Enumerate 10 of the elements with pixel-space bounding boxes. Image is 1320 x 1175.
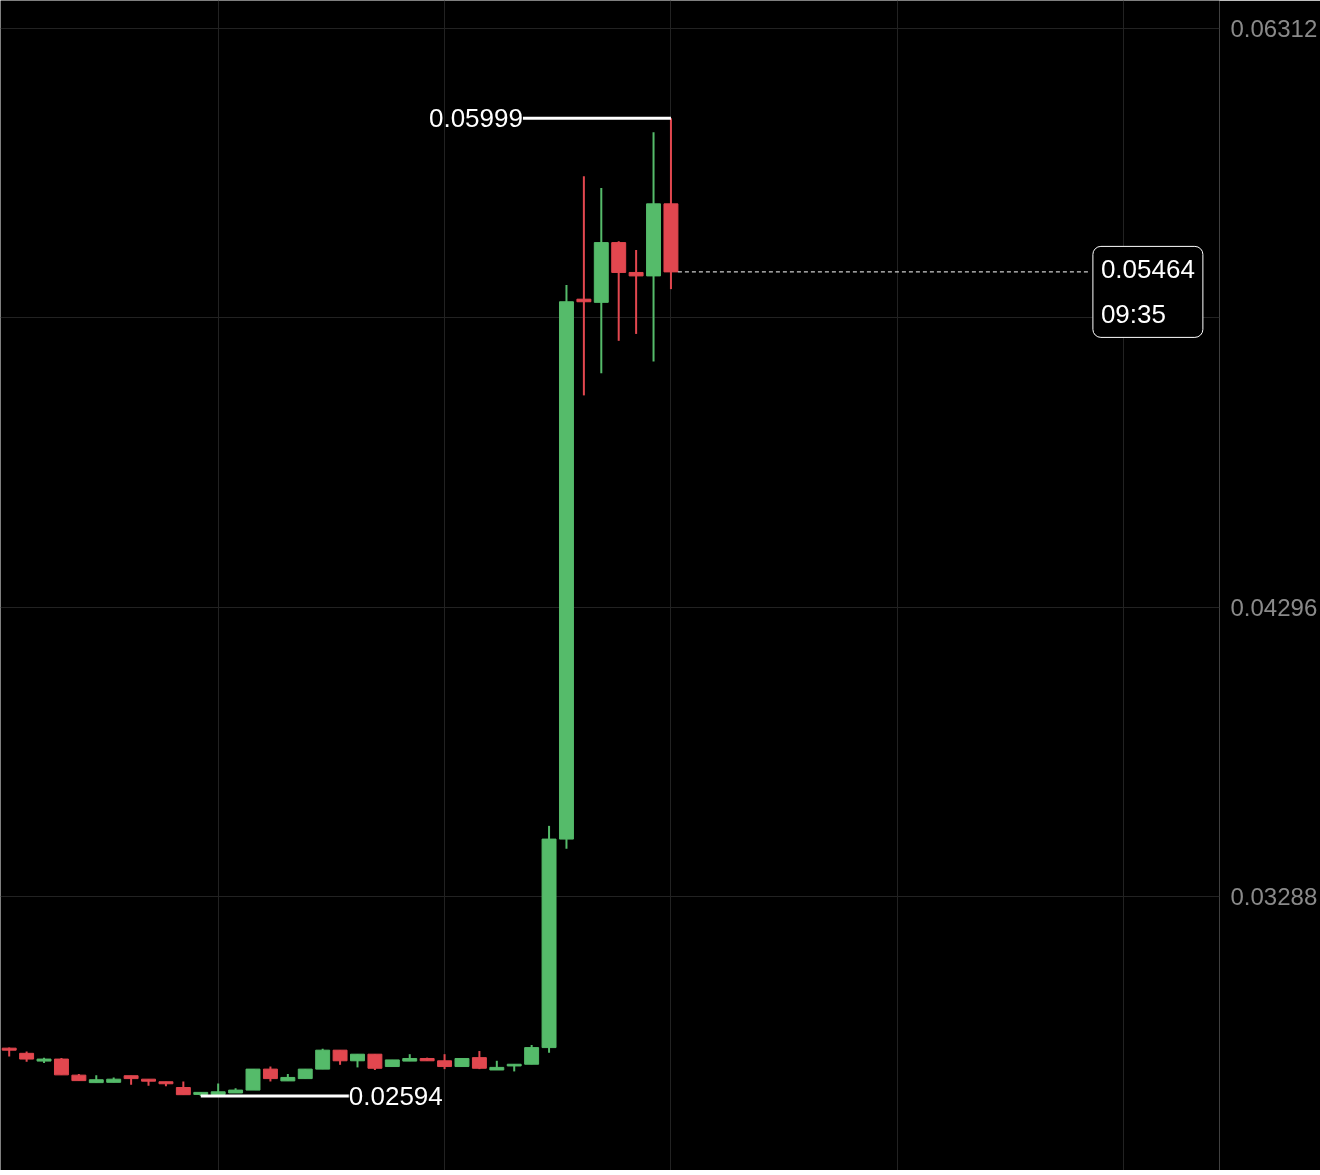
y-tick-label: 0.06312	[1230, 14, 1318, 42]
annotation: 0.05999	[428, 103, 523, 134]
candlestick	[524, 1044, 540, 1066]
y-tick-label: 0.04296	[1230, 593, 1318, 621]
candlestick	[315, 1047, 331, 1071]
candlestick	[628, 249, 644, 335]
y-tick-label: 0.03288	[1230, 883, 1318, 911]
annotation: 0.02594	[348, 1081, 443, 1112]
candlestick	[245, 1068, 261, 1091]
ref-line-label: 0.05464 09:35	[1100, 254, 1195, 330]
